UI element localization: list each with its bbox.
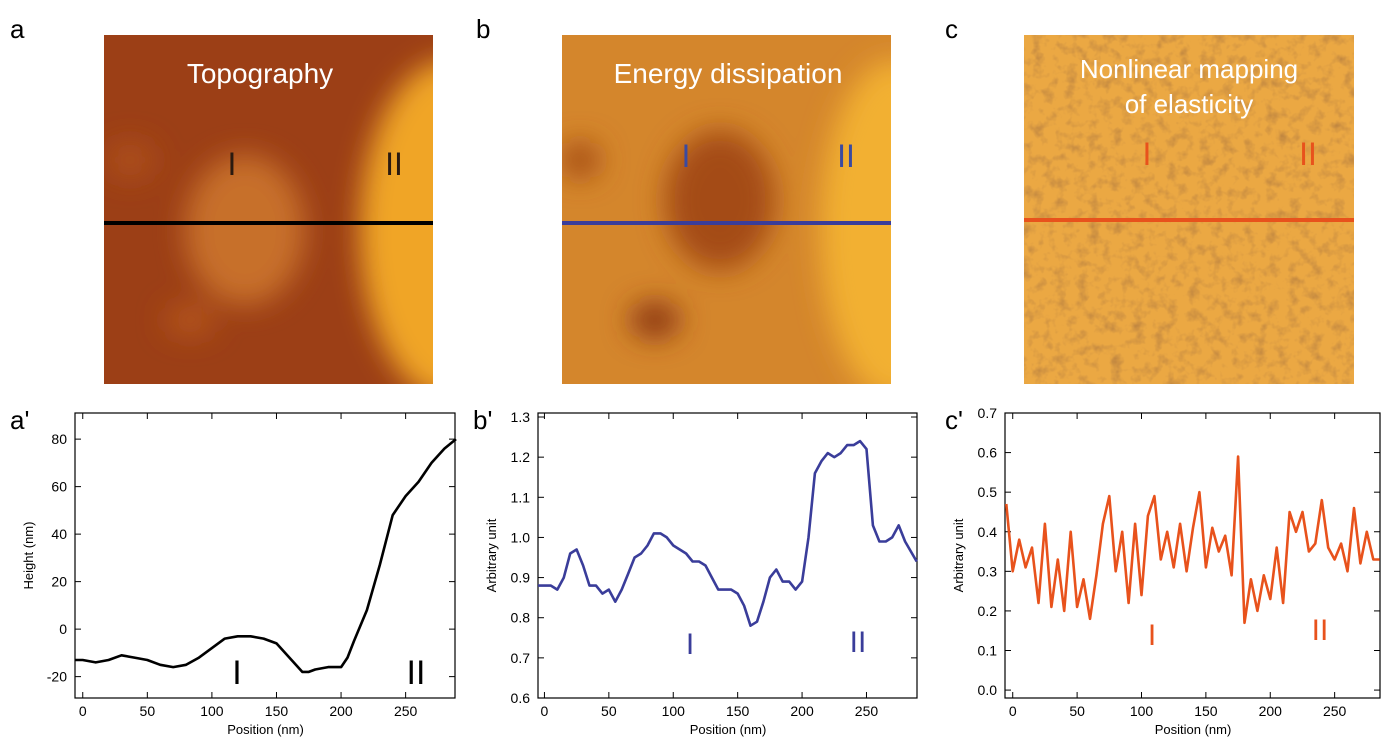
- y-tick-label: 0.5: [978, 484, 998, 500]
- region-annotation: II: [850, 626, 867, 659]
- y-tick-label: 0.2: [978, 603, 998, 619]
- x-tick-label: 250: [394, 703, 418, 719]
- y-tick-label: 1.0: [511, 529, 531, 545]
- panel-label: b': [473, 405, 492, 435]
- panel-label: c': [945, 405, 963, 435]
- region-label: I: [228, 146, 237, 182]
- region-annotation: I: [232, 654, 241, 692]
- x-tick-label: 150: [265, 703, 289, 719]
- dissipation-image: [562, 35, 891, 384]
- topography-image: [104, 35, 433, 384]
- panel-label: c: [945, 14, 958, 44]
- region-annotation: II: [407, 654, 426, 692]
- y-tick-label: 40: [51, 526, 67, 542]
- x-tick-label: 250: [1323, 703, 1347, 719]
- plot-frame: [74, 412, 456, 699]
- panel-label: a: [10, 14, 25, 44]
- y-tick-label: 0.7: [978, 405, 998, 421]
- region-label: II: [385, 146, 403, 182]
- image-title: Energy dissipation: [614, 58, 843, 89]
- y-tick-label: 80: [51, 431, 67, 447]
- region-label: I: [682, 138, 691, 174]
- x-tick-label: 50: [140, 703, 156, 719]
- x-tick-label: 150: [1194, 703, 1218, 719]
- y-tick-label: 0.3: [978, 563, 998, 579]
- x-tick-label: 100: [1130, 703, 1154, 719]
- image-title: Topography: [187, 58, 333, 89]
- region-label: I: [1143, 136, 1152, 172]
- y-tick-label: -20: [47, 669, 67, 685]
- x-tick-label: 200: [329, 703, 353, 719]
- y-axis-label: Height (nm): [21, 522, 36, 590]
- x-axis-label: Position (nm): [1155, 722, 1232, 737]
- plot-frame: [537, 412, 918, 699]
- panel-label: b: [476, 14, 490, 44]
- y-tick-label: 1.1: [511, 489, 531, 505]
- y-tick-label: 1.2: [511, 449, 531, 465]
- y-axis-label: Arbitrary unit: [951, 518, 966, 592]
- x-tick-label: 0: [1009, 703, 1017, 719]
- x-tick-label: 200: [790, 703, 814, 719]
- x-axis-label: Position (nm): [690, 722, 767, 737]
- y-tick-label: 0: [59, 621, 67, 637]
- region-label: II: [1299, 136, 1317, 172]
- y-tick-label: 60: [51, 479, 67, 495]
- y-tick-label: 0.6: [511, 690, 531, 706]
- region-annotation: I: [1148, 619, 1156, 652]
- y-tick-label: 0.4: [978, 524, 998, 540]
- y-tick-label: 20: [51, 574, 67, 590]
- x-tick-label: 50: [601, 703, 617, 719]
- panel-label: a': [10, 405, 29, 435]
- x-tick-label: 200: [1259, 703, 1283, 719]
- y-tick-label: 0.9: [511, 570, 531, 586]
- data-line: [75, 438, 457, 674]
- x-tick-label: 250: [855, 703, 879, 719]
- y-tick-label: 0.1: [978, 643, 998, 659]
- image-title: Nonlinear mapping: [1080, 54, 1298, 84]
- y-tick-label: 0.0: [978, 682, 998, 698]
- x-axis-label: Position (nm): [227, 722, 304, 737]
- region-annotation: II: [1312, 614, 1329, 647]
- x-tick-label: 0: [541, 703, 549, 719]
- y-tick-label: 1.3: [511, 409, 531, 425]
- y-tick-label: 0.8: [511, 610, 531, 626]
- data-line: [1005, 455, 1380, 625]
- x-tick-label: 100: [200, 703, 224, 719]
- x-tick-label: 100: [662, 703, 686, 719]
- x-tick-label: 150: [726, 703, 750, 719]
- data-line: [538, 439, 918, 627]
- y-tick-label: 0.7: [511, 650, 531, 666]
- y-tick-label: 0.6: [978, 445, 998, 461]
- y-axis-label: Arbitrary unit: [484, 518, 499, 592]
- region-label: II: [837, 138, 855, 174]
- x-tick-label: 50: [1069, 703, 1085, 719]
- image-title: of elasticity: [1125, 89, 1254, 119]
- plot-frame: [1004, 412, 1381, 699]
- elasticity-image: [1024, 35, 1354, 384]
- x-tick-label: 0: [79, 703, 87, 719]
- region-annotation: I: [686, 628, 694, 661]
